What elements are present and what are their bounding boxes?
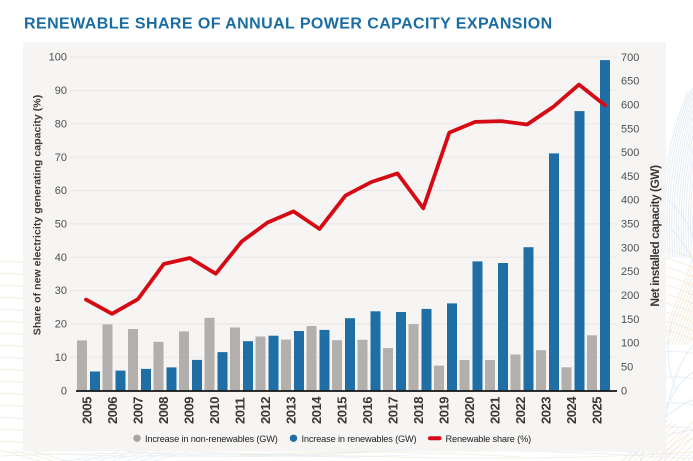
svg-text:RENEWABLE SHARE OF ANNUAL POWE: RENEWABLE SHARE OF ANNUAL POWER CAPACITY…: [24, 16, 553, 33]
svg-text:700: 700: [621, 52, 639, 64]
svg-text:0: 0: [61, 385, 67, 397]
svg-text:300: 300: [621, 242, 639, 254]
svg-text:2008: 2008: [156, 397, 171, 424]
svg-text:Increase in renewables (GW): Increase in renewables (GW): [302, 434, 417, 444]
svg-text:600: 600: [621, 100, 639, 112]
svg-text:70: 70: [55, 152, 67, 164]
svg-text:2016: 2016: [360, 397, 375, 424]
svg-text:2006: 2006: [105, 397, 120, 424]
svg-text:2007: 2007: [131, 397, 146, 424]
svg-text:20: 20: [55, 319, 67, 331]
svg-text:2025: 2025: [590, 397, 605, 424]
svg-text:100: 100: [621, 338, 639, 350]
svg-text:2019: 2019: [437, 397, 452, 424]
svg-text:0: 0: [621, 385, 627, 397]
svg-text:2012: 2012: [258, 397, 273, 424]
svg-text:550: 550: [621, 123, 639, 135]
svg-text:2022: 2022: [513, 397, 528, 424]
svg-text:2024: 2024: [564, 396, 579, 424]
svg-text:2010: 2010: [207, 397, 222, 424]
svg-text:2020: 2020: [462, 397, 477, 424]
svg-text:150: 150: [621, 314, 639, 326]
svg-text:Net installed capacity (GW): Net installed capacity (GW): [648, 165, 662, 307]
svg-text:2014: 2014: [309, 396, 324, 424]
svg-text:100: 100: [49, 52, 67, 64]
svg-text:2023: 2023: [539, 397, 554, 424]
svg-text:450: 450: [621, 171, 639, 183]
svg-text:50: 50: [55, 219, 67, 231]
svg-text:2013: 2013: [284, 397, 299, 424]
svg-text:Increase in non-renewables (GW: Increase in non-renewables (GW): [145, 434, 278, 444]
svg-text:200: 200: [621, 290, 639, 302]
svg-text:2018: 2018: [411, 397, 426, 424]
svg-text:400: 400: [621, 195, 639, 207]
svg-text:2015: 2015: [335, 397, 350, 424]
svg-text:250: 250: [621, 266, 639, 278]
svg-text:80: 80: [55, 118, 67, 130]
svg-text:2009: 2009: [182, 397, 197, 424]
svg-text:30: 30: [55, 285, 67, 297]
svg-text:60: 60: [55, 185, 67, 197]
svg-text:350: 350: [621, 219, 639, 231]
svg-text:2011: 2011: [233, 398, 248, 424]
svg-text:10: 10: [55, 352, 67, 364]
svg-text:40: 40: [55, 252, 67, 264]
svg-text:2021: 2021: [488, 397, 503, 424]
svg-text:Share of new electricity gener: Share of new electricity generating capa…: [32, 95, 44, 335]
svg-text:2017: 2017: [386, 397, 401, 424]
svg-text:650: 650: [621, 76, 639, 88]
svg-text:2005: 2005: [80, 397, 95, 424]
svg-text:50: 50: [621, 362, 633, 374]
svg-text:90: 90: [55, 85, 67, 97]
svg-text:Renewable share (%): Renewable share (%): [446, 434, 532, 444]
svg-text:500: 500: [621, 147, 639, 159]
